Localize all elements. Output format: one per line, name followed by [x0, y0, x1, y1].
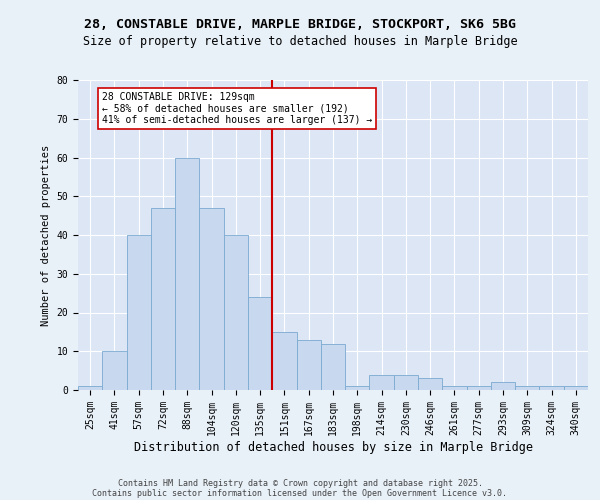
Bar — [127, 235, 151, 390]
Text: Contains public sector information licensed under the Open Government Licence v3: Contains public sector information licen… — [92, 488, 508, 498]
Bar — [78, 386, 102, 390]
Bar — [418, 378, 442, 390]
X-axis label: Distribution of detached houses by size in Marple Bridge: Distribution of detached houses by size … — [133, 440, 533, 454]
Bar — [394, 374, 418, 390]
Bar — [345, 386, 370, 390]
Bar — [491, 382, 515, 390]
Bar — [442, 386, 467, 390]
Bar — [102, 351, 127, 390]
Y-axis label: Number of detached properties: Number of detached properties — [41, 144, 51, 326]
Bar — [151, 208, 175, 390]
Text: 28, CONSTABLE DRIVE, MARPLE BRIDGE, STOCKPORT, SK6 5BG: 28, CONSTABLE DRIVE, MARPLE BRIDGE, STOC… — [84, 18, 516, 30]
Bar — [515, 386, 539, 390]
Bar — [199, 208, 224, 390]
Bar — [321, 344, 345, 390]
Bar — [564, 386, 588, 390]
Text: 28 CONSTABLE DRIVE: 129sqm
← 58% of detached houses are smaller (192)
41% of sem: 28 CONSTABLE DRIVE: 129sqm ← 58% of deta… — [102, 92, 373, 125]
Text: Contains HM Land Registry data © Crown copyright and database right 2025.: Contains HM Land Registry data © Crown c… — [118, 478, 482, 488]
Bar — [467, 386, 491, 390]
Bar — [370, 374, 394, 390]
Bar — [248, 297, 272, 390]
Bar — [272, 332, 296, 390]
Bar — [175, 158, 199, 390]
Bar — [539, 386, 564, 390]
Text: Size of property relative to detached houses in Marple Bridge: Size of property relative to detached ho… — [83, 35, 517, 48]
Bar — [224, 235, 248, 390]
Bar — [296, 340, 321, 390]
